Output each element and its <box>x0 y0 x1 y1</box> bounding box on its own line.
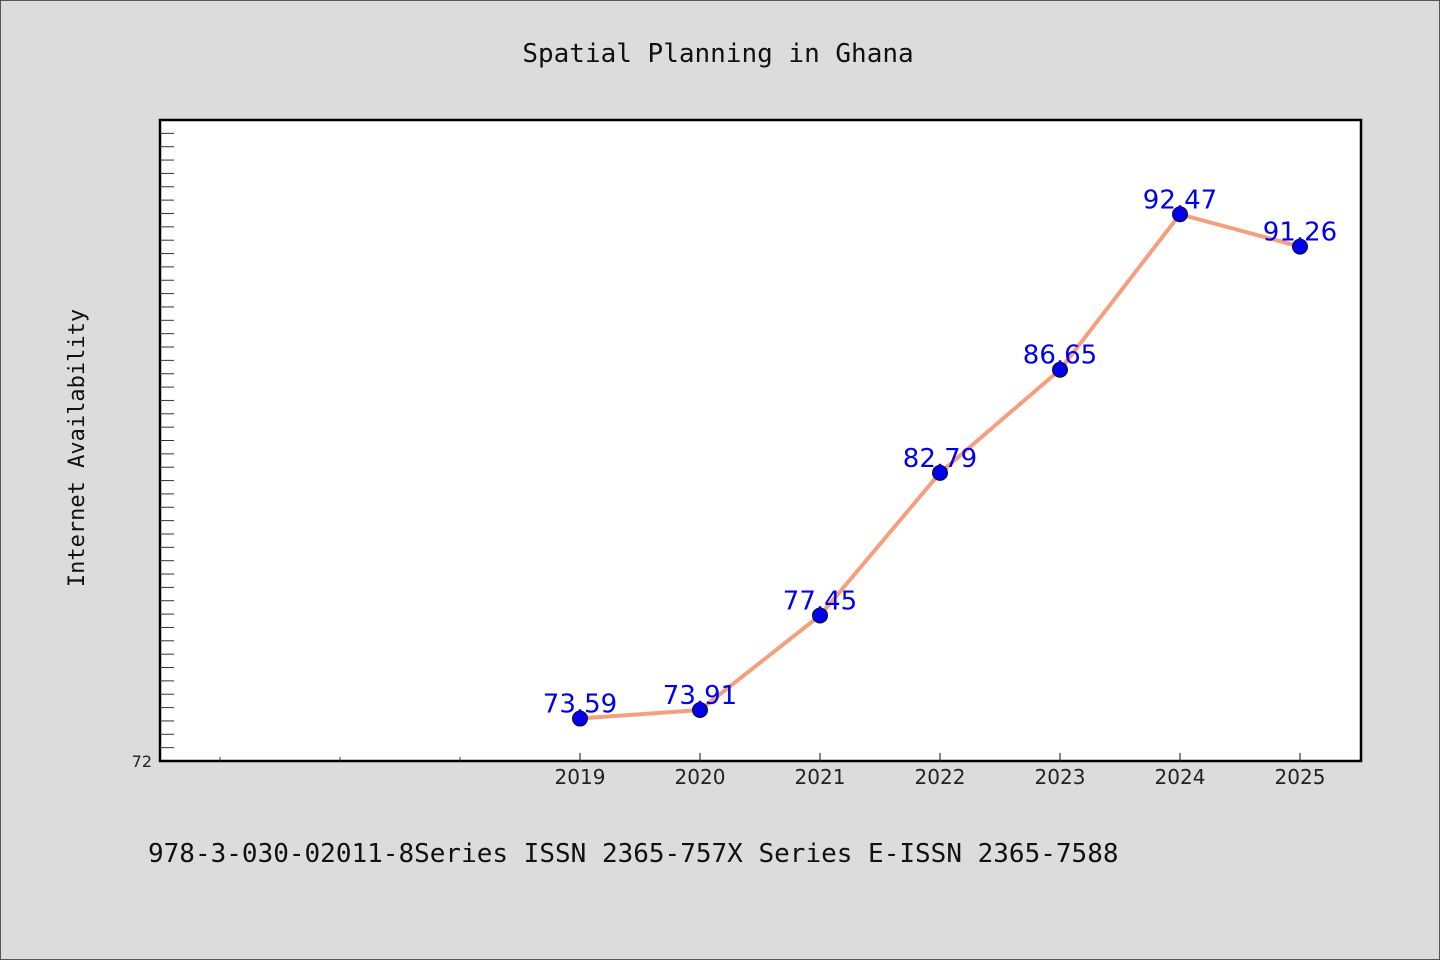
data-point <box>1172 206 1188 223</box>
x-tick-label: 2024 <box>1155 765 1206 789</box>
plot-area <box>158 118 1363 763</box>
data-label: 73.59 <box>543 690 617 720</box>
chart-title: Spatial Planning in Ghana <box>522 39 913 69</box>
data-point <box>692 701 708 718</box>
data-label: 92.47 <box>1143 185 1217 215</box>
y-axis-ticks: 72 <box>132 132 174 771</box>
data-label: 77.45 <box>783 586 857 616</box>
data-label: 86.65 <box>1023 341 1097 371</box>
y-axis-label: Internet Availability <box>65 309 90 587</box>
data-point <box>1292 238 1308 255</box>
y-tick-label: 72 <box>132 752 152 771</box>
data-point <box>932 464 948 481</box>
data-label: 82.79 <box>903 444 977 474</box>
data-label: 73.91 <box>663 681 737 711</box>
x-tick-label: 2021 <box>795 765 846 789</box>
footer-text: 978-3-030-02011-8Series ISSN 2365-757X S… <box>148 839 1119 869</box>
data-label: 91.26 <box>1263 218 1337 248</box>
x-tick-label: 2023 <box>1035 765 1086 789</box>
data-point <box>572 710 588 727</box>
x-axis-ticks: 2019 2020 2021 2022 2023 2024 2025 <box>219 753 1326 789</box>
x-tick-label: 2020 <box>675 765 726 789</box>
data-point <box>1052 361 1068 378</box>
data-point <box>812 607 828 624</box>
x-tick-label: 2022 <box>915 765 966 789</box>
x-tick-label: 2019 <box>555 765 606 789</box>
x-tick-label: 2025 <box>1275 765 1326 789</box>
data-labels: 73.59 73.91 77.45 82.79 86.65 92.47 91.26 <box>543 185 1337 719</box>
series-layer <box>572 206 1308 727</box>
